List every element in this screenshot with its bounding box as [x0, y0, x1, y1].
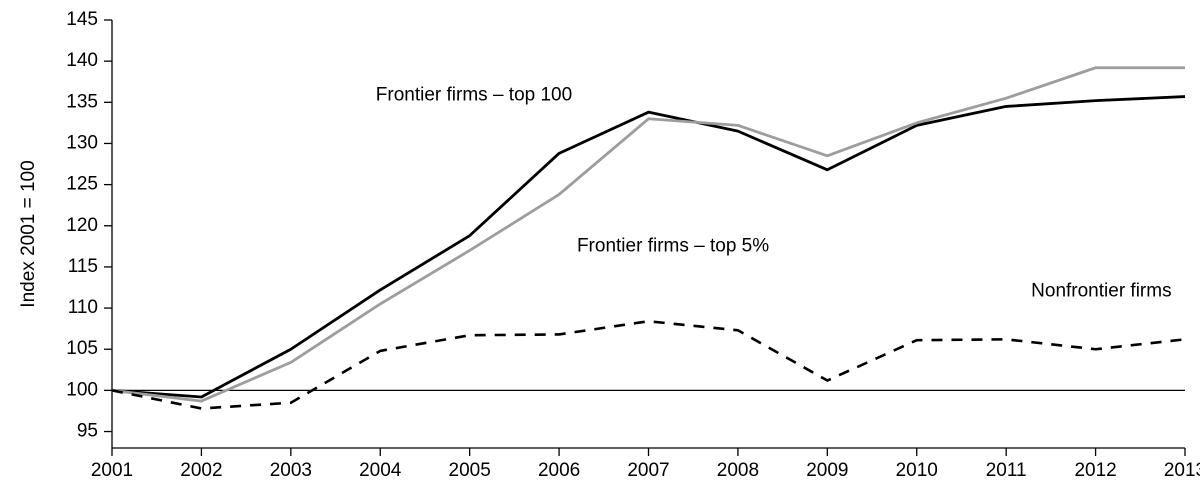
x-tick-label: 2001 [91, 460, 133, 481]
y-axis-label: Index 2001 = 100 [18, 160, 39, 307]
x-tick-label: 2003 [270, 460, 312, 481]
y-tick-label: 130 [66, 132, 98, 153]
x-tick-label: 2011 [986, 460, 1027, 481]
x-tick-label: 2009 [806, 460, 848, 481]
x-tick-label: 2006 [538, 460, 580, 481]
x-tick-label: 2002 [180, 460, 222, 481]
y-tick-label: 110 [68, 297, 98, 318]
x-tick-label: 2004 [359, 460, 402, 481]
y-tick-label: 125 [66, 174, 98, 195]
series-label-0: Frontier firms – top 100 [376, 85, 572, 106]
x-tick-label: 2013 [1164, 460, 1200, 481]
line-chart: 95 100 105 110 115 120 125 130 135 140 145 2001 2002… [0, 0, 1200, 504]
y-tick-label: 140 [66, 50, 98, 71]
series-label-2: Nonfrontier firms [1031, 281, 1171, 302]
y-tick-label: 135 [66, 91, 98, 112]
x-tick-label: 2012 [1074, 460, 1116, 481]
y-tick-label: 100 [66, 379, 98, 400]
x-tick-label: 2007 [627, 460, 669, 481]
y-tick-label: 120 [66, 215, 98, 236]
y-tick-label: 105 [66, 338, 98, 359]
y-tick-label: 145 [66, 9, 98, 30]
series-label-1: Frontier firms – top 5% [577, 235, 769, 256]
y-tick-label: 95 [77, 421, 98, 442]
x-tick-label: 2010 [896, 460, 938, 481]
series-line-2 [112, 321, 1185, 408]
y-tick-label: 115 [68, 256, 98, 277]
x-tick-label: 2005 [449, 460, 491, 481]
x-tick-label: 2008 [717, 460, 759, 481]
